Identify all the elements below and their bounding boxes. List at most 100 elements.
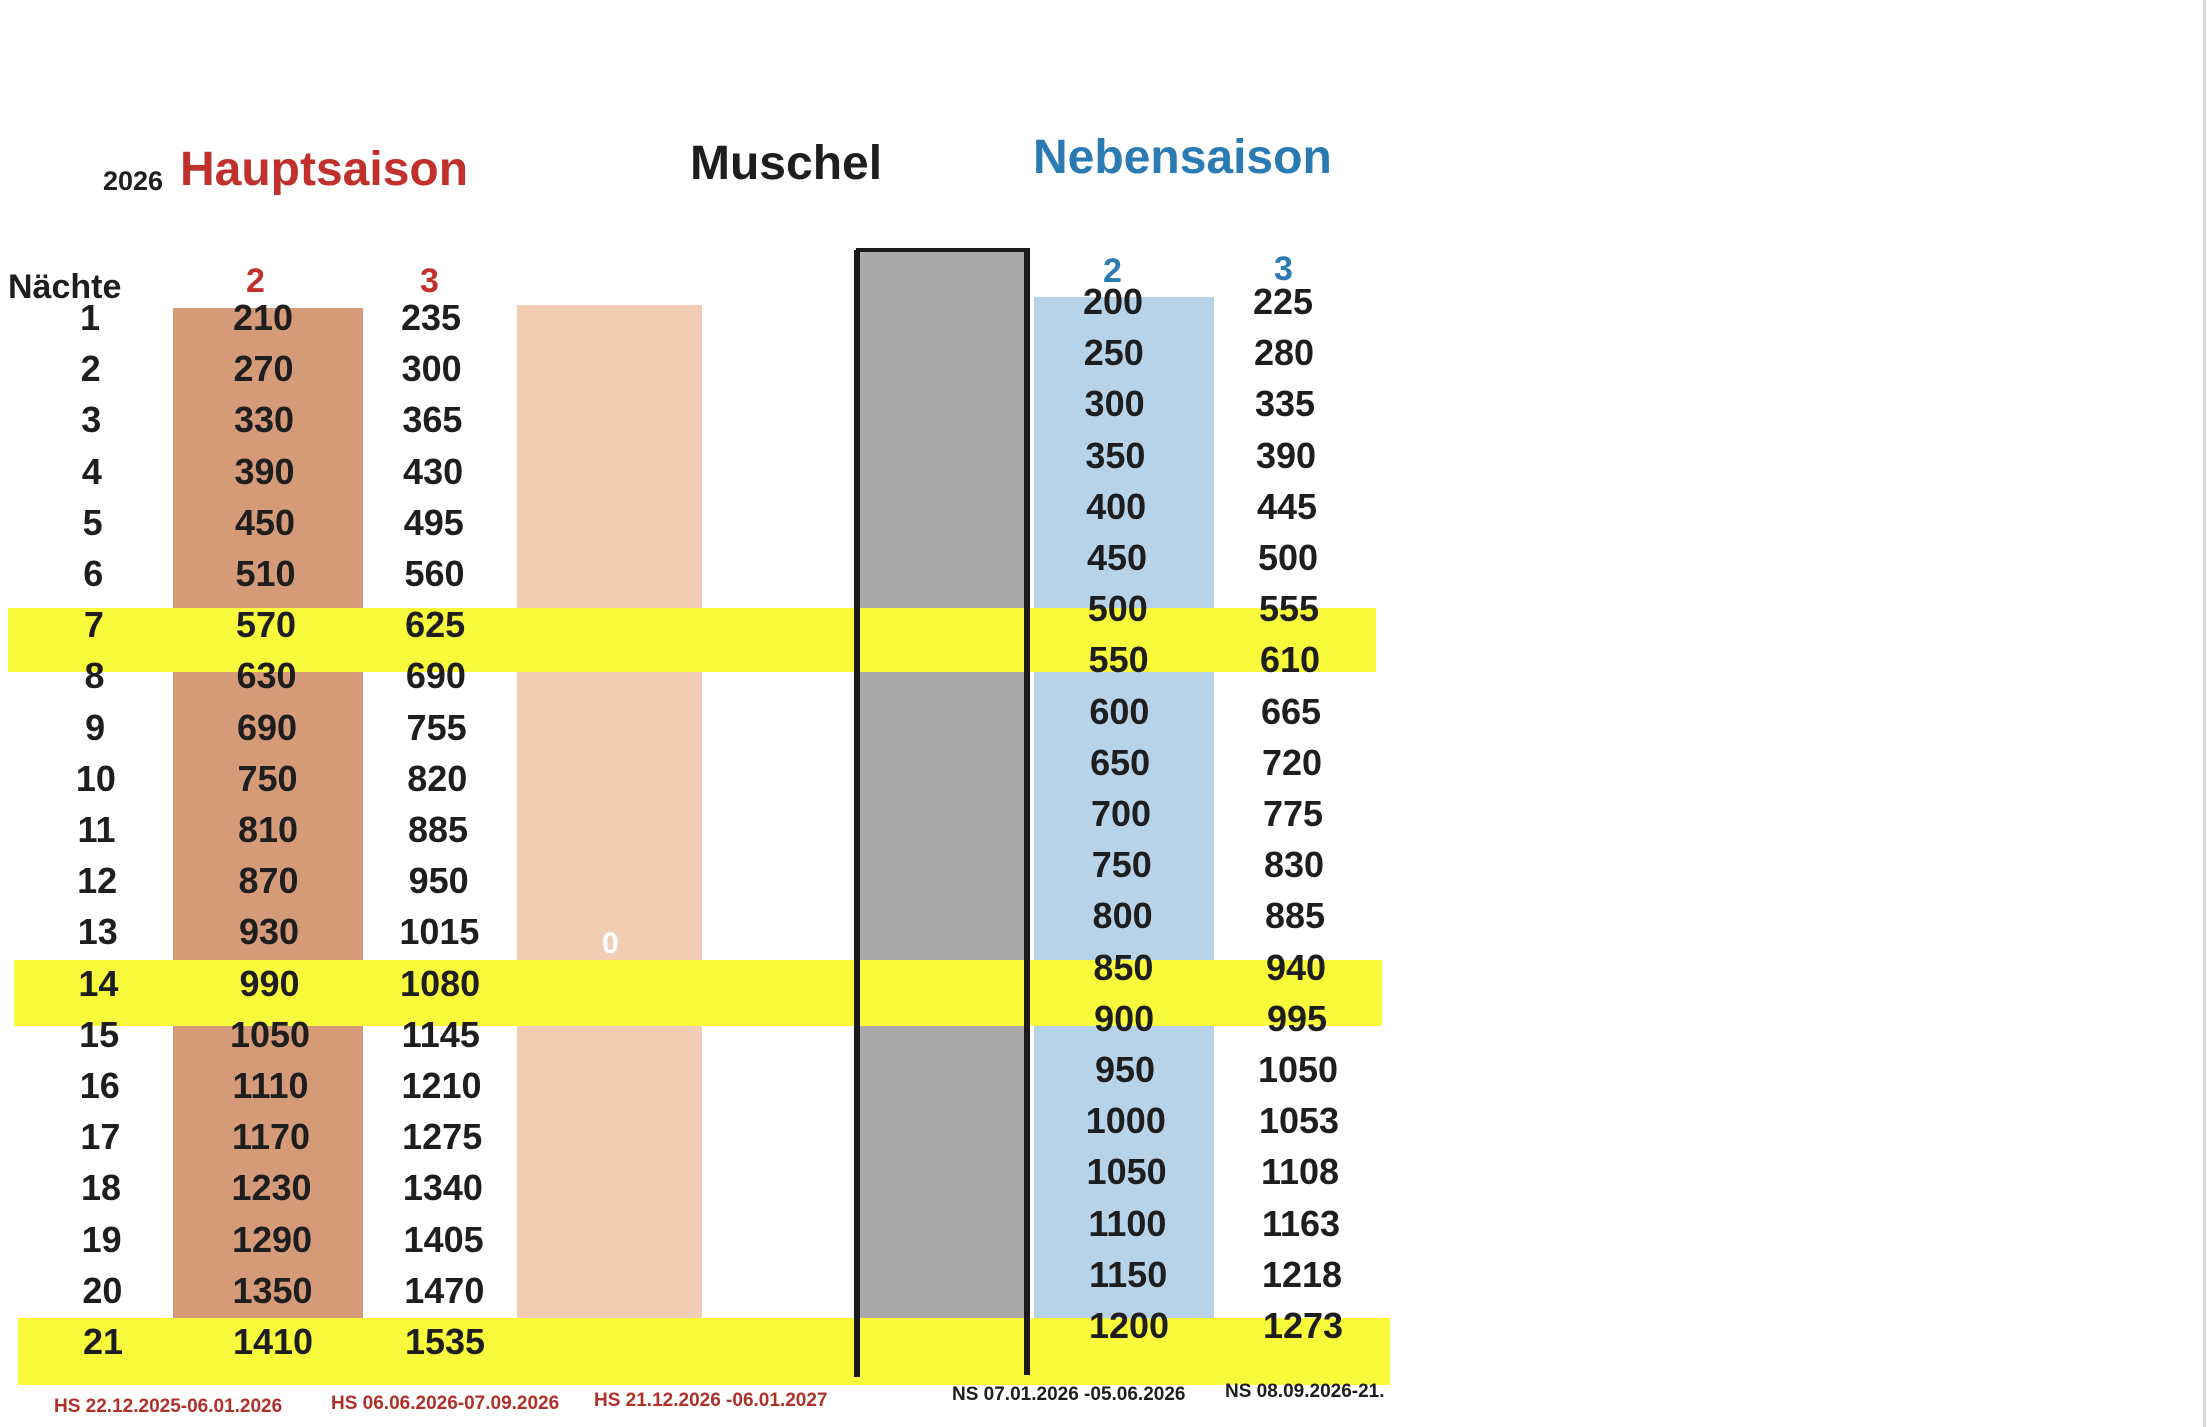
muschel-value: 0 <box>602 927 619 960</box>
hs-3-cell: 690 <box>405 655 466 697</box>
nights-cell: 7 <box>83 604 104 646</box>
hs-2-header: 2 <box>246 262 265 300</box>
nights-cell: 11 <box>77 809 116 850</box>
hs-3-cell: 1340 <box>402 1167 483 1209</box>
ns-2-header: 2 <box>1103 252 1122 290</box>
hs-2-cell: 210 <box>232 297 294 338</box>
ns-2-cell: 400 <box>1086 485 1147 527</box>
hs-3-cell: 1145 <box>401 1013 480 1055</box>
hs-2-cell: 330 <box>233 399 295 441</box>
hs-3-cell: 235 <box>400 297 462 338</box>
vertical-divider-left <box>854 250 860 1377</box>
nights-cell: 12 <box>77 860 118 902</box>
hs-3-cell: 1470 <box>404 1269 485 1311</box>
hs-3-cell: 560 <box>404 553 465 594</box>
hs-3-cell: 495 <box>403 501 464 543</box>
nights-cell: 14 <box>78 962 119 1004</box>
nights-cell: 18 <box>81 1167 122 1209</box>
hs-2-cell: 930 <box>238 911 300 953</box>
ns-2-cell: 950 <box>1094 1049 1156 1090</box>
vertical-divider-right <box>1024 248 1030 1375</box>
footer-ns-2: NS 08.09.2026-21. <box>1225 1381 1385 1402</box>
nebensaison-title: Nebensaison <box>1033 131 1332 184</box>
ns-2-cell: 800 <box>1092 895 1153 937</box>
nights-cell: 5 <box>82 501 103 543</box>
ns-3-cell: 610 <box>1259 639 1321 681</box>
hs-2-cell: 990 <box>239 962 300 1004</box>
ns-3-cell: 1108 <box>1260 1151 1340 1193</box>
hs-2-cell: 870 <box>238 860 299 902</box>
ns-3-cell: 335 <box>1254 383 1316 425</box>
hs-3-cell: 820 <box>407 757 468 799</box>
ns-2-cell: 1100 <box>1088 1202 1167 1244</box>
gray-separator-column <box>856 250 1026 1375</box>
muschel-column-bg <box>517 305 702 1330</box>
footer-hs-1: HS 22.12.2025-06.01.2026 <box>54 1396 283 1417</box>
hs-2-cell: 1350 <box>232 1269 313 1311</box>
ns-3-cell: 225 <box>1252 281 1314 322</box>
ns-2-cell: 200 <box>1082 281 1144 322</box>
nights-cell: 9 <box>85 706 106 748</box>
ns-3-cell: 1163 <box>1261 1202 1341 1244</box>
hs-3-cell: 885 <box>407 809 469 850</box>
year-label: 2026 <box>103 166 164 196</box>
nights-cell: 19 <box>81 1218 122 1260</box>
naechte-header: Nächte <box>8 268 122 306</box>
hs-2-cell: 1290 <box>231 1218 313 1260</box>
hs-2-cell: 1410 <box>232 1321 314 1362</box>
ns-2-cell: 1050 <box>1086 1151 1167 1193</box>
ns-3-cell: 500 <box>1257 537 1319 578</box>
ns-3-cell: 390 <box>1255 434 1317 476</box>
ns-2-cell: 1200 <box>1088 1305 1170 1346</box>
ns-3-cell: 1053 <box>1258 1100 1340 1142</box>
hs-3-cell: 430 <box>403 450 464 492</box>
ns-2-cell: 450 <box>1086 537 1148 578</box>
nebensaison-2-column-bg <box>1034 297 1214 1330</box>
hs-2-cell: 630 <box>236 655 297 697</box>
hs-3-cell: 365 <box>402 399 463 441</box>
hs-3-cell: 300 <box>401 348 462 390</box>
hs-3-cell: 1405 <box>403 1218 484 1260</box>
highlight-band-14 <box>14 960 1382 1026</box>
ns-3-cell: 885 <box>1264 895 1326 937</box>
hs-3-cell: 1015 <box>399 911 480 953</box>
hs-2-cell: 1050 <box>229 1013 311 1055</box>
nights-cell: 16 <box>79 1065 120 1106</box>
highlight-band-7 <box>8 608 1376 672</box>
highlight-band-21 <box>18 1318 1390 1385</box>
ns-3-cell: 995 <box>1266 997 1328 1039</box>
hs-2-cell: 570 <box>235 604 297 646</box>
top-divider <box>856 248 1028 252</box>
ns-3-cell: 775 <box>1262 793 1324 834</box>
ns-3-cell: 940 <box>1265 946 1327 988</box>
nights-cell: 15 <box>79 1013 120 1055</box>
ns-3-cell: 720 <box>1261 741 1323 783</box>
hs-2-cell: 1170 <box>231 1116 311 1158</box>
ns-3-cell: 280 <box>1253 332 1315 374</box>
hs-3-cell: 950 <box>408 860 469 902</box>
hs-3-header: 3 <box>420 262 439 300</box>
nights-cell: 2 <box>80 348 101 390</box>
nights-cell: 13 <box>77 911 118 953</box>
hauptsaison-title: Hauptsaison <box>180 143 469 196</box>
hs-2-cell: 510 <box>235 553 296 594</box>
ns-2-cell: 750 <box>1091 844 1152 886</box>
nights-cell: 17 <box>80 1116 121 1158</box>
ns-2-cell: 550 <box>1088 639 1149 681</box>
nights-cell: 8 <box>84 655 105 697</box>
ns-3-header: 3 <box>1274 250 1293 288</box>
hs-3-cell: 625 <box>405 604 466 646</box>
ns-3-cell: 830 <box>1263 844 1325 886</box>
footer-ns-1: NS 07.01.2026 -05.06.2026 <box>952 1384 1186 1405</box>
hs-2-cell: 450 <box>234 501 296 543</box>
hs-3-cell: 1080 <box>400 962 481 1004</box>
hs-3-cell: 755 <box>406 706 467 748</box>
hs-3-cell: 1210 <box>401 1065 482 1106</box>
hs-2-cell: 1230 <box>231 1167 312 1209</box>
hs-3-cell: 1275 <box>402 1116 483 1158</box>
hauptsaison-2-column-bg <box>173 308 363 1338</box>
ns-2-cell: 1000 <box>1085 1100 1166 1142</box>
nights-cell: 20 <box>82 1269 123 1311</box>
ns-3-cell: 1050 <box>1257 1049 1339 1090</box>
nights-cell: 10 <box>75 757 116 799</box>
